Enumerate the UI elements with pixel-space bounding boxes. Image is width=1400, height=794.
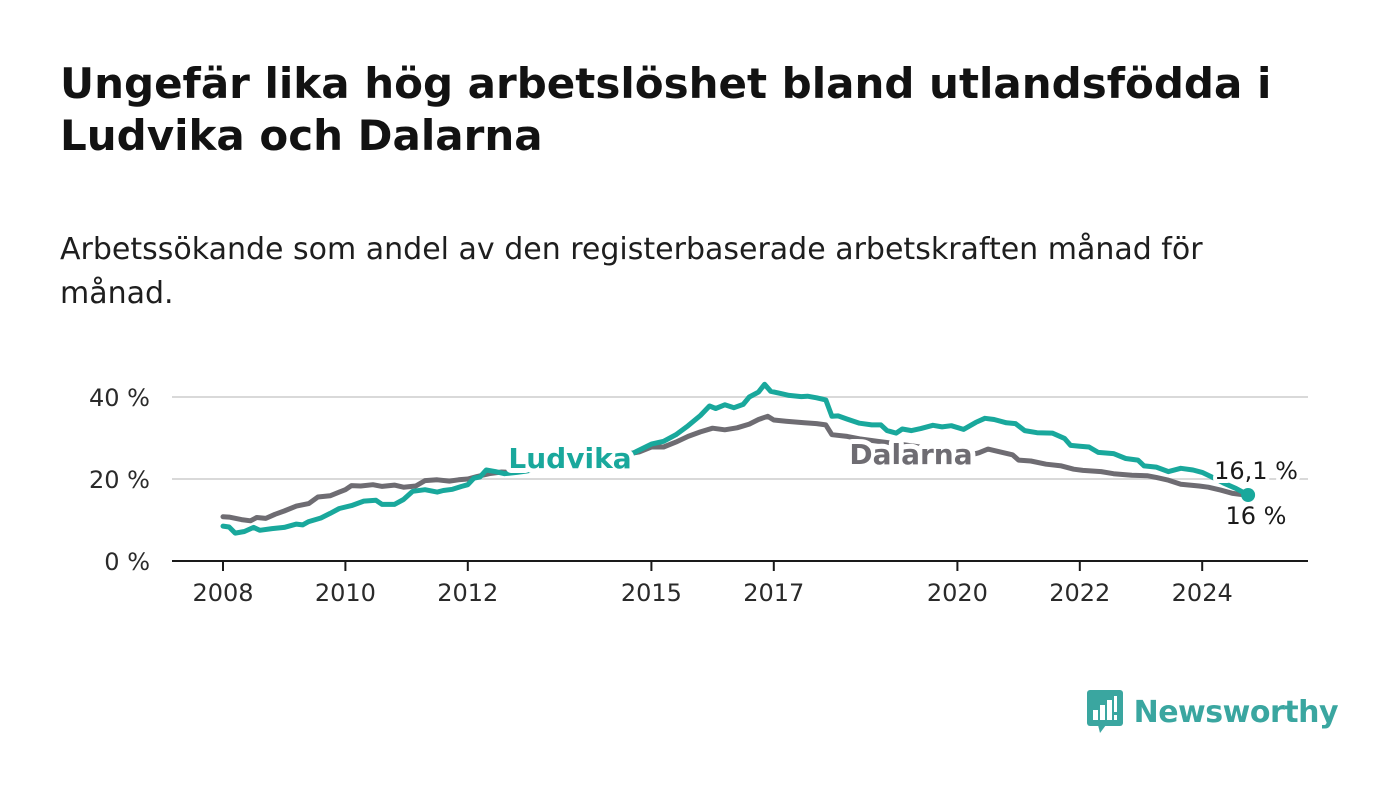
y-tick-label: 20 % bbox=[89, 466, 150, 494]
x-tick-label: 2008 bbox=[192, 579, 253, 607]
x-tick-label: 2024 bbox=[1172, 579, 1233, 607]
y-tick-label: 40 % bbox=[89, 384, 150, 412]
series-line-ludvika bbox=[220, 381, 1251, 536]
series-line-dalarna bbox=[220, 413, 1251, 524]
x-tick-label: 2017 bbox=[743, 579, 804, 607]
x-tick-label: 2015 bbox=[621, 579, 682, 607]
series-label-dalarna: Dalarna bbox=[849, 438, 972, 471]
chart-title: Ungefär lika hög arbetslöshet bland utla… bbox=[60, 59, 1272, 160]
x-tick-label: 2020 bbox=[927, 579, 988, 607]
brand-logo: Newsworthy bbox=[1086, 688, 1339, 736]
y-tick-label: 0 % bbox=[104, 548, 150, 576]
x-tick-label: 2010 bbox=[315, 579, 376, 607]
end-point-ludvika bbox=[1241, 487, 1256, 502]
end-label-ludvika: 16,1 % bbox=[1214, 457, 1298, 485]
x-tick-label: 2012 bbox=[437, 579, 498, 607]
chart-subtitle: Arbetssökande som andel av den registerb… bbox=[60, 232, 1203, 311]
series-label-ludvika: Ludvika bbox=[508, 442, 631, 475]
bar-chart-speech-bubble-icon bbox=[1086, 690, 1123, 733]
x-tick-label: 2022 bbox=[1049, 579, 1110, 607]
brand-name: Newsworthy bbox=[1133, 694, 1339, 730]
end-label-dalarna: 16 % bbox=[1226, 502, 1287, 530]
